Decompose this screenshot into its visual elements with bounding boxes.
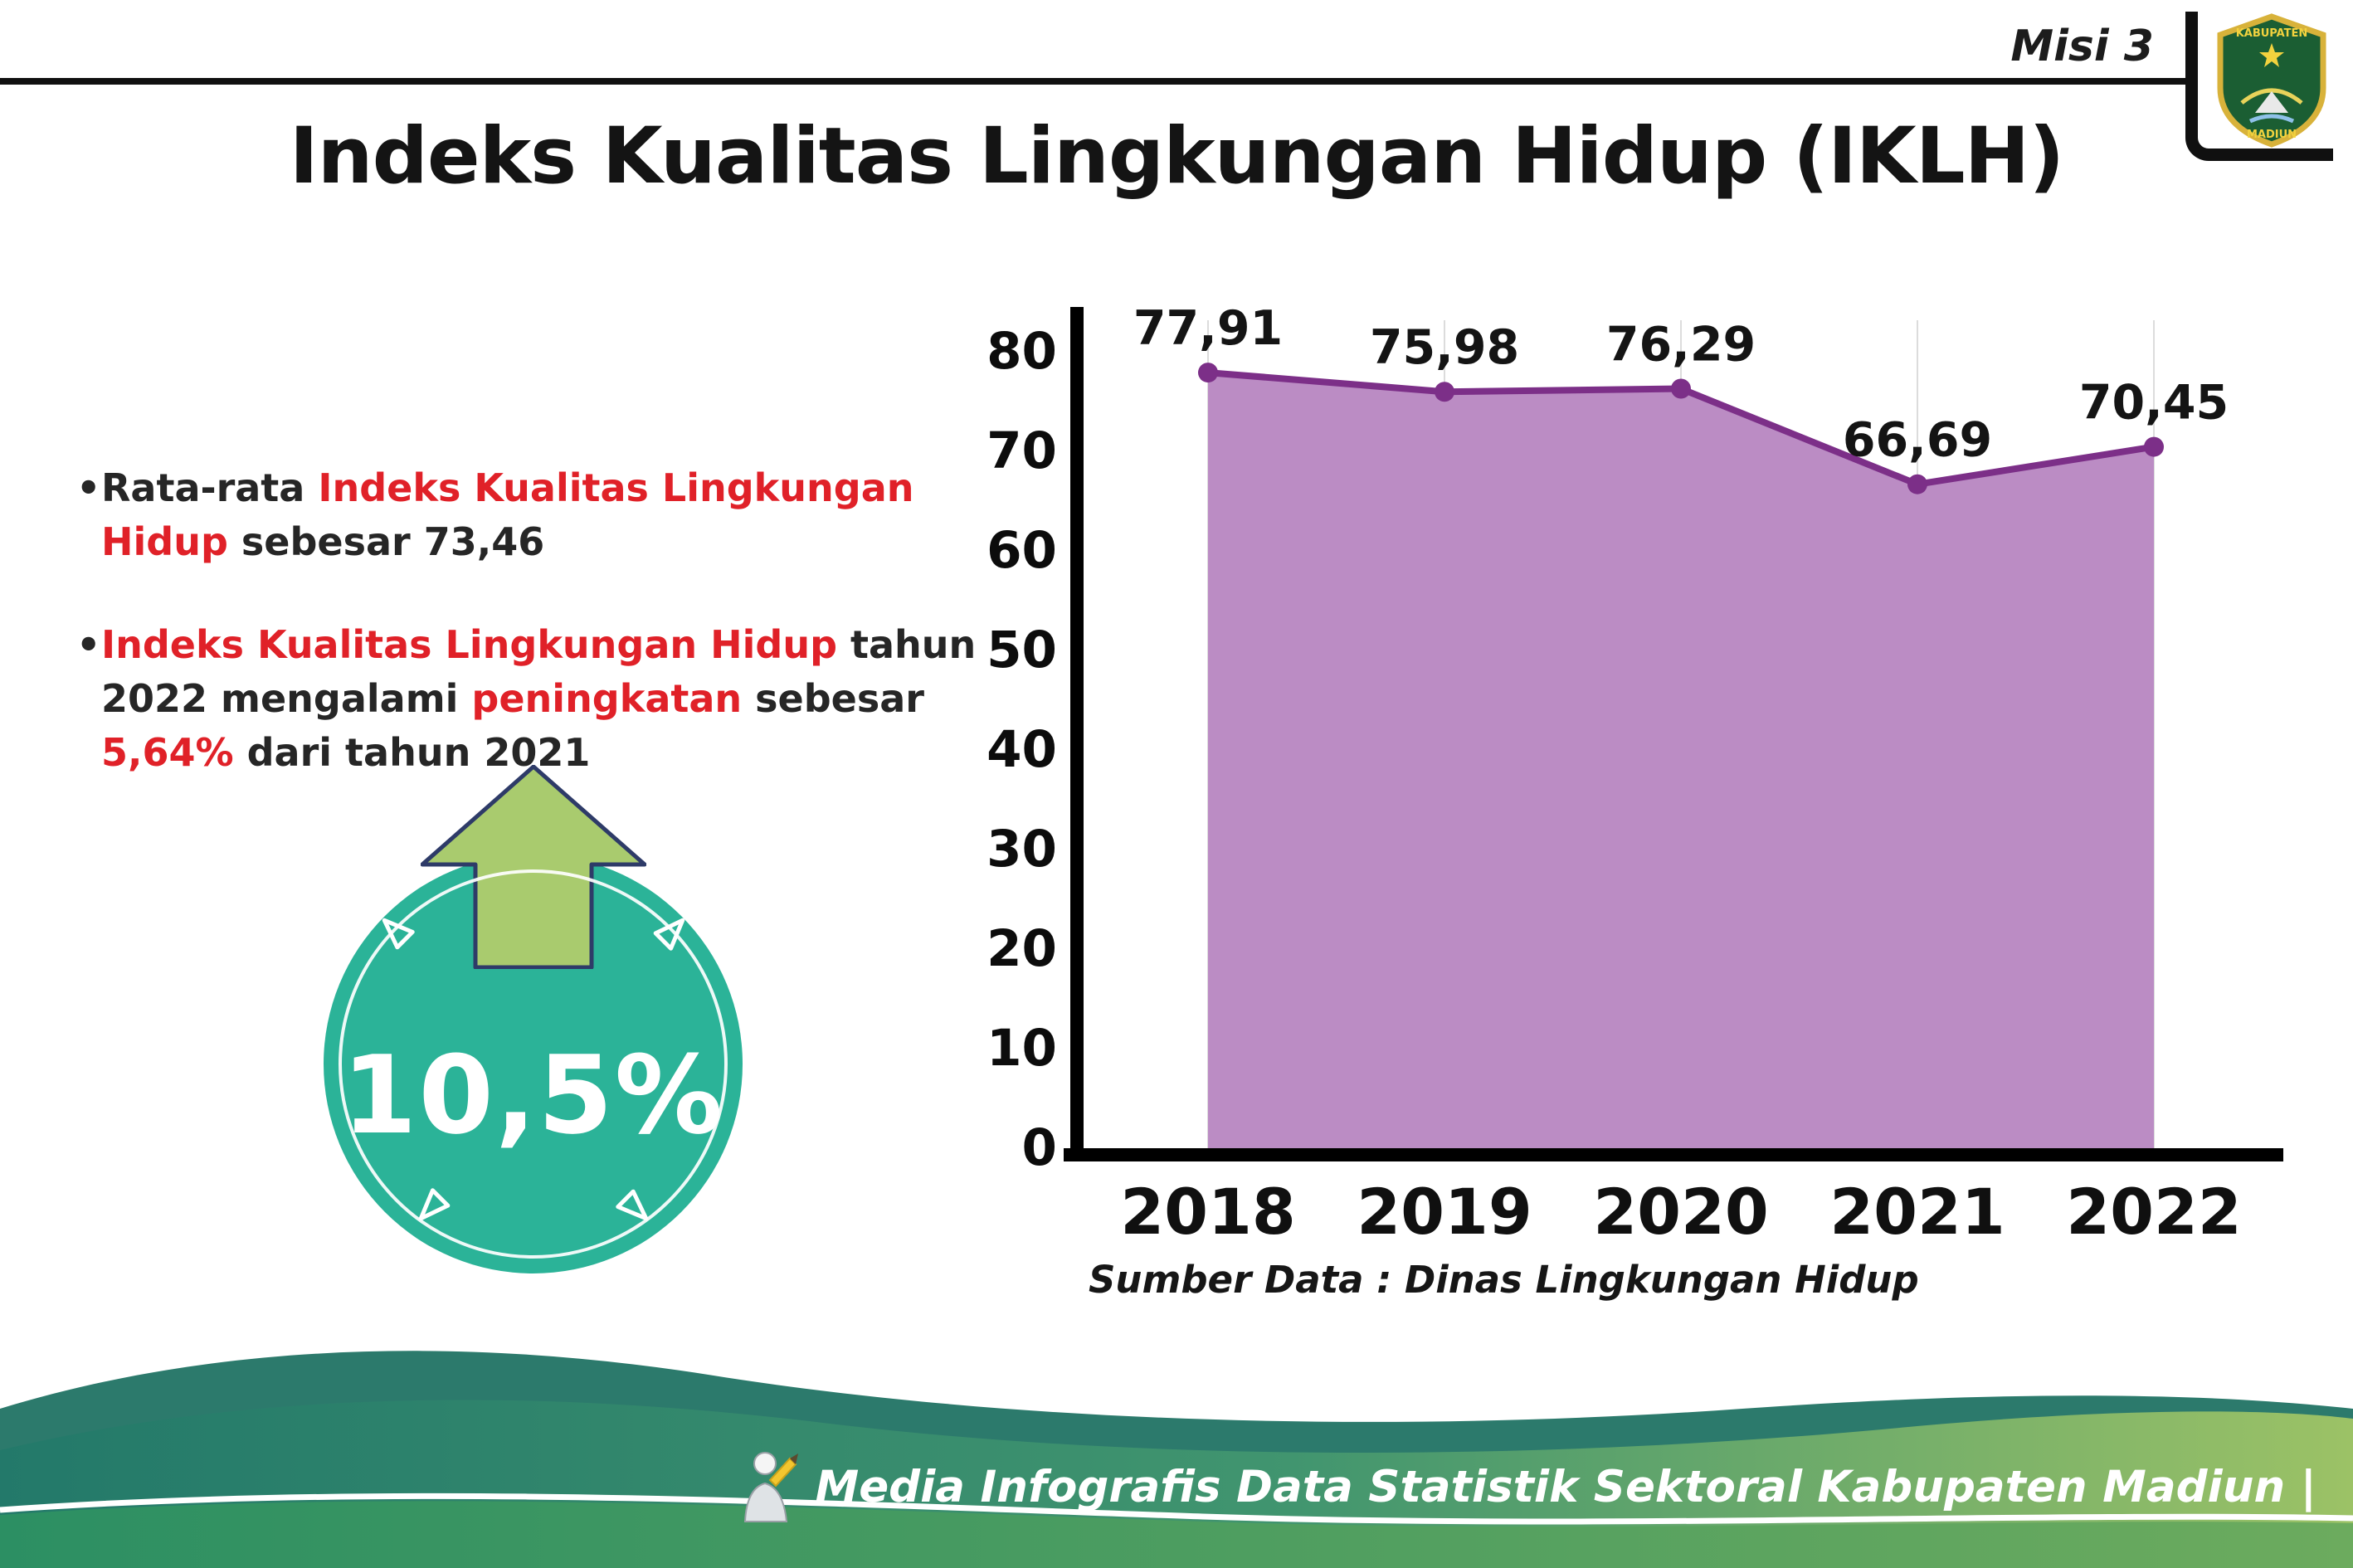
footer-wave: Media Infografis Data Statistik Sektoral… [0,1311,2353,1568]
svg-text:76,29: 76,29 [1606,318,1756,373]
svg-text:70: 70 [987,421,1057,480]
kabupaten-madiun-logo: KABUPATEN MADIUN [2185,12,2333,161]
triangle-ornament-icon [653,918,685,951]
bullet-iklh-2022-increase: Indeks Kualitas Lingkungan Hidup tahun 2… [76,618,1006,781]
svg-text:2021: 2021 [1829,1175,2005,1249]
footer-caption-row: Media Infografis Data Statistik Sektoral… [738,1450,2316,1523]
svg-text:30: 30 [987,820,1057,879]
svg-text:2019: 2019 [1357,1175,1532,1249]
text-segment: sebesar 73,46 [227,519,545,565]
triangle-ornament-icon [382,918,415,950]
text-segment-highlight: peningkatan [471,675,743,721]
text-segment: sebesar [742,675,924,721]
bullet-average-iklh: Rata-rata Indeks Kualitas Lingkungan Hid… [76,461,1006,570]
svg-text:20: 20 [987,919,1057,978]
triangle-ornament-icon [616,1189,649,1221]
svg-text:77,91: 77,91 [1133,301,1283,356]
svg-text:50: 50 [987,621,1057,679]
svg-text:80: 80 [987,322,1057,381]
svg-text:2022: 2022 [2066,1175,2242,1249]
svg-text:2018: 2018 [1120,1175,1296,1249]
crest-top-text: KABUPATEN [2236,27,2308,40]
text-segment-highlight: 5,64% [101,730,234,776]
svg-text:0: 0 [1022,1118,1057,1177]
text-segment: tahun 2022 mengalami [101,621,977,721]
svg-text:60: 60 [987,521,1057,580]
svg-text:70,45: 70,45 [2079,376,2229,431]
svg-text:40: 40 [987,720,1057,779]
mission-label: Misi 3 [2010,22,2154,71]
text-segment-highlight: Indeks Kualitas Lingkungan Hidup [101,621,838,667]
kabupaten-madiun-crest-icon: KABUPATEN MADIUN [2217,13,2326,148]
crest-bottom-text: MADIUN [2247,129,2297,141]
svg-text:10: 10 [987,1019,1057,1078]
footer-caption: Media Infografis Data Statistik Sektoral… [815,1461,2316,1512]
text-segment-highlight: Indeks Kualitas Lingkungan Hidup [101,465,914,565]
badge-ring [339,869,728,1259]
area-chart-canvas: 77,91 75,98 76,29 66,69 70,45 0 10 20 30 40 50 60 70… [987,301,2283,1249]
text-segment: Rata-rata [101,465,319,510]
triangle-ornament-icon [418,1188,451,1221]
top-divider [0,78,2197,85]
increase-badge: 10,5% [324,765,743,1273]
svg-text:2020: 2020 [1593,1175,1769,1249]
page-title: Indeks Kualitas Lingkungan Hidup (IKLH) [289,111,2065,202]
data-source-note: Sumber Data : Dinas Lingkungan Hidup [1089,1258,1919,1302]
key-points: Rata-rata Indeks Kualitas Lingkungan Hid… [76,461,1006,781]
increase-percentage: 10,5% [341,1032,724,1158]
footer-wave-graphic [0,1351,2353,1568]
iklh-area-chart: 77,91 75,98 76,29 66,69 70,45 0 10 20 30 40 50 60 70… [979,292,2323,1337]
svg-text:66,69: 66,69 [1843,413,1992,468]
infographic-person-icon [744,1452,799,1522]
svg-text:75,98: 75,98 [1370,320,1519,375]
